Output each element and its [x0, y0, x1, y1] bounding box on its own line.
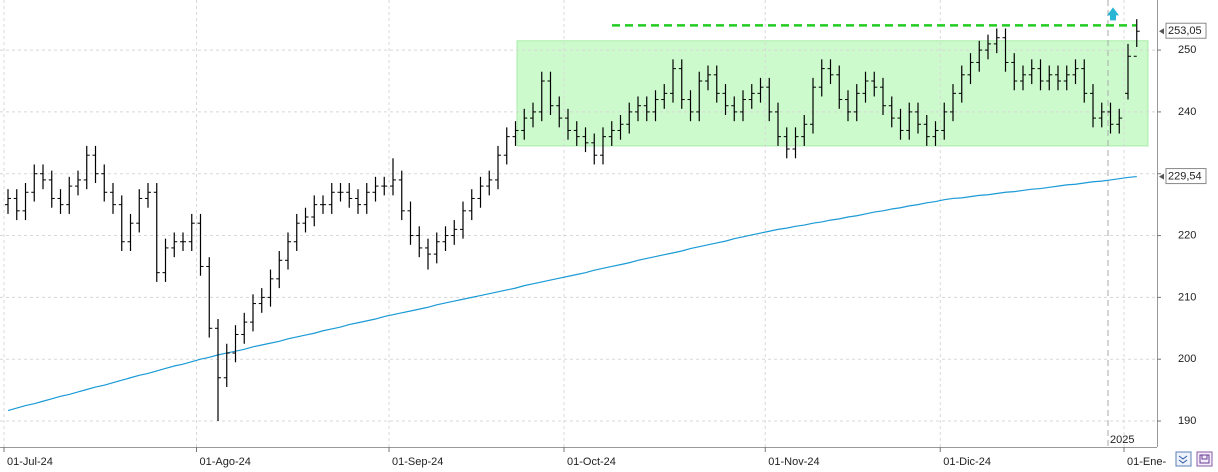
- year-label: 2025: [1110, 434, 1134, 446]
- y-tick-label: 250: [1178, 44, 1196, 56]
- x-tick-label: 01-Ago-24: [200, 456, 251, 468]
- price-tag: [1165, 22, 1207, 39]
- x-tick-label: 01-Sep-24: [392, 456, 443, 468]
- y-tick-label: 220: [1178, 229, 1196, 241]
- breakout-arrow: [1107, 7, 1119, 21]
- x-tick-label: 01-Ene-: [1127, 456, 1166, 468]
- x-tick-label: 01-Nov-24: [768, 456, 819, 468]
- y-tick-label: 210: [1178, 291, 1196, 303]
- collapse-icon: [1178, 455, 1188, 464]
- x-tick-label: 01-Jul-24: [7, 456, 53, 468]
- price-tag: [1165, 168, 1207, 185]
- x-tick-label: 01-Dic-24: [943, 456, 991, 468]
- window-icon: [1199, 454, 1210, 464]
- y-tick-label: 240: [1178, 106, 1196, 118]
- price-tag-pointer: [1159, 28, 1164, 35]
- moving-average: [7, 175, 1137, 412]
- range-box: [516, 40, 1149, 147]
- price-tag-pointer: [1159, 173, 1164, 180]
- price-tag-label: 253,05: [1168, 25, 1202, 37]
- y-tick-label: 200: [1178, 353, 1196, 365]
- toolbar-buttons[interactable]: [1175, 451, 1213, 467]
- y-tick-label: 190: [1178, 415, 1196, 427]
- plot-area: [0, 0, 1157, 447]
- price-tag-label: 229,54: [1168, 170, 1202, 182]
- x-tick-label: 01-Oct-24: [567, 456, 616, 468]
